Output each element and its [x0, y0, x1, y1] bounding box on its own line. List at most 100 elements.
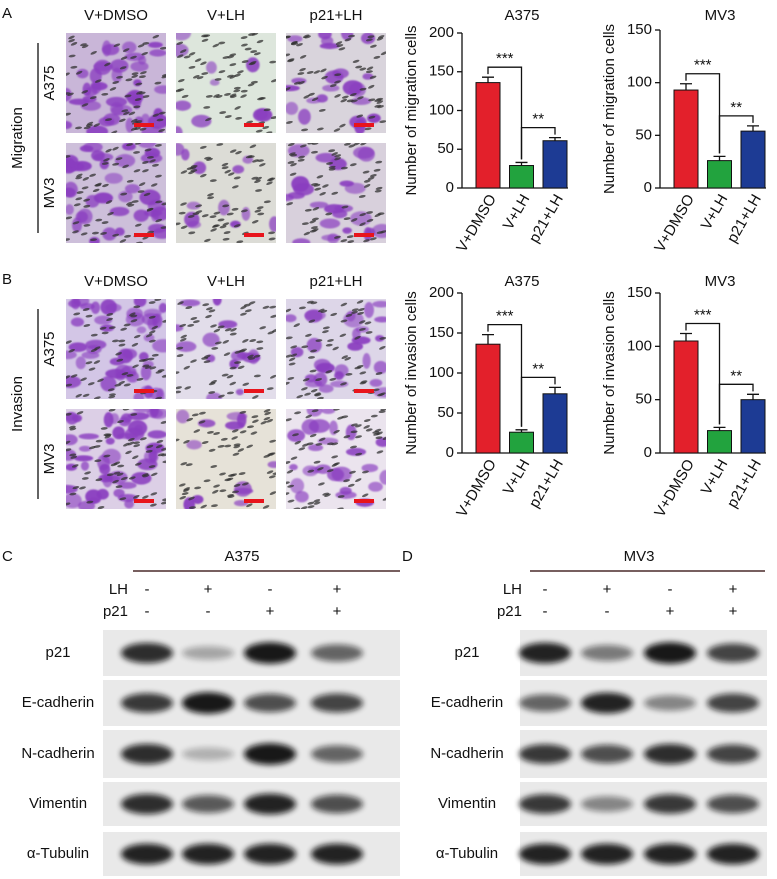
pore — [376, 231, 384, 234]
pore — [180, 225, 188, 229]
pore — [179, 338, 187, 342]
pore — [289, 152, 296, 156]
pore — [183, 55, 191, 59]
cell — [330, 380, 349, 388]
pore — [130, 319, 138, 323]
pore — [123, 442, 130, 447]
cell — [127, 412, 150, 421]
pore — [83, 224, 91, 227]
y-axis-label: Number of migration cells — [403, 25, 420, 195]
cell — [82, 82, 92, 97]
blot-band — [121, 743, 173, 765]
pore — [251, 33, 259, 36]
pore — [200, 504, 207, 509]
pore — [119, 497, 127, 501]
cell — [132, 409, 155, 413]
pore — [126, 143, 133, 147]
pore — [372, 388, 380, 392]
pore — [238, 472, 246, 475]
pore — [231, 436, 238, 440]
pore — [144, 365, 152, 369]
pore — [221, 166, 229, 170]
cell — [176, 33, 192, 41]
pore — [304, 208, 312, 212]
cell — [339, 180, 354, 187]
pore — [214, 341, 222, 345]
pore — [331, 455, 339, 459]
pore — [70, 455, 78, 459]
pore — [120, 327, 128, 331]
pore — [359, 67, 367, 71]
pore — [286, 308, 292, 313]
pore — [156, 118, 164, 122]
pore — [132, 455, 139, 460]
pore — [141, 51, 149, 56]
pore — [233, 445, 241, 449]
pore — [288, 362, 296, 366]
pore — [301, 128, 309, 132]
pore — [81, 103, 89, 107]
pore — [268, 231, 276, 235]
pore — [158, 111, 166, 115]
significance-label: *** — [496, 308, 514, 325]
pore — [318, 437, 326, 442]
blot-band — [644, 843, 696, 865]
cell — [206, 392, 222, 399]
pore — [316, 127, 324, 131]
pore — [200, 61, 207, 66]
pore — [66, 238, 71, 241]
pore — [356, 300, 364, 304]
pore — [213, 211, 221, 215]
pore — [235, 150, 242, 155]
pore — [68, 348, 75, 353]
pore — [177, 301, 184, 305]
pore — [240, 312, 247, 316]
pore — [161, 75, 166, 79]
micrograph — [286, 299, 386, 399]
pore — [80, 43, 87, 47]
pore — [110, 462, 118, 467]
blot-band — [311, 843, 363, 865]
treatment-mark: - — [605, 603, 610, 620]
pore — [231, 185, 239, 189]
pore — [232, 452, 240, 456]
cell — [66, 181, 78, 198]
cell — [361, 463, 379, 473]
micrograph — [176, 143, 276, 243]
y-tick-label: 200 — [429, 24, 454, 41]
treatment-mark: - — [668, 581, 673, 598]
pore — [324, 493, 331, 497]
treatment-label: LH — [503, 581, 522, 598]
cell — [315, 362, 335, 374]
pore — [188, 65, 196, 69]
pore — [230, 327, 237, 332]
pore — [106, 313, 114, 317]
pore — [228, 474, 235, 477]
pore — [130, 314, 138, 318]
x-tick-label: V+DMSO — [453, 456, 500, 520]
pore — [249, 339, 257, 343]
cell — [97, 454, 110, 471]
pore — [212, 489, 219, 494]
pore — [195, 204, 203, 208]
pore — [237, 365, 245, 370]
pore — [224, 478, 232, 482]
cell — [98, 116, 115, 127]
pore — [134, 223, 142, 227]
pore — [185, 306, 193, 310]
pore — [231, 429, 239, 433]
pore — [345, 313, 353, 318]
pore — [358, 194, 366, 198]
pore — [120, 192, 128, 196]
blot-band — [644, 794, 696, 814]
pore — [310, 349, 318, 353]
pore — [358, 327, 366, 331]
pore — [209, 179, 217, 182]
pore — [68, 425, 76, 429]
pore — [66, 412, 72, 416]
pore — [206, 157, 213, 161]
bar — [740, 399, 766, 454]
pore — [379, 120, 386, 124]
pore — [376, 100, 384, 104]
protein-label: E-cadherin — [431, 694, 504, 711]
